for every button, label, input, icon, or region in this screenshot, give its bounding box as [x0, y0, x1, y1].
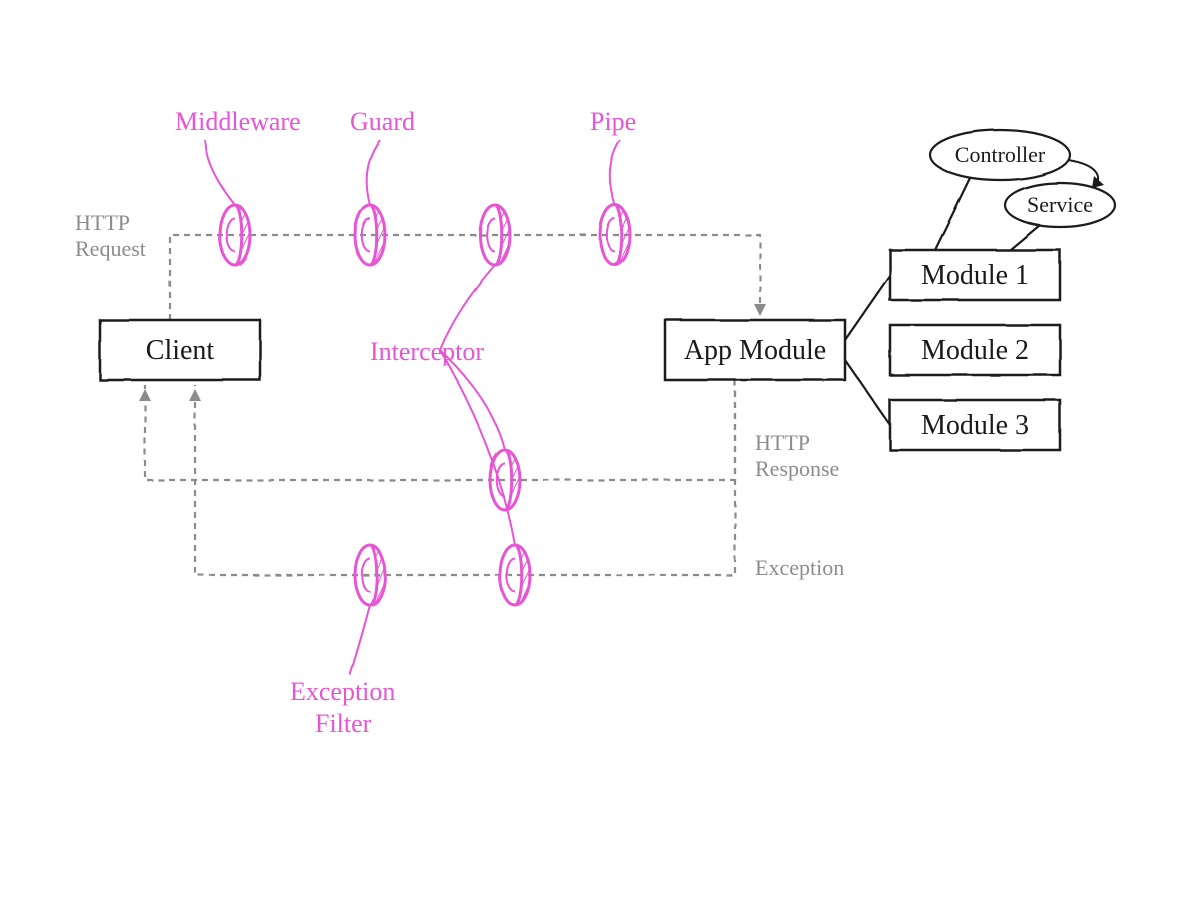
response-path: [145, 380, 735, 480]
appModule-label: App Module: [684, 335, 826, 366]
guard-caption: Guard: [350, 107, 415, 205]
interceptor-ring-3: [500, 545, 530, 605]
interceptor-caption: Interceptor: [370, 265, 515, 545]
middleware-caption-text: Middleware: [175, 107, 301, 136]
client-label: Client: [146, 335, 215, 366]
exception_filter-caption: Exception Filter: [290, 605, 395, 738]
exception_filter-leader: [350, 605, 370, 675]
pipe-leader: [610, 140, 620, 205]
middleware-caption: Middleware: [175, 107, 301, 205]
module3-label: Module 3: [921, 410, 1029, 441]
module3-box: Module 3: [890, 400, 1060, 450]
http_response-caption-text2: Response: [755, 456, 839, 481]
nestjs-request-lifecycle-diagram: Client App Module Module 1 Module 2 Module 3…: [0, 0, 1200, 899]
module1-box: Module 1: [890, 250, 1060, 300]
appToM1: [845, 275, 890, 340]
guard-ring: [355, 205, 385, 265]
exception-caption: Exception: [755, 555, 844, 580]
controller-ellipse: Controller: [930, 130, 1070, 180]
svcToM1: [1010, 225, 1040, 250]
http_request-caption-text: HTTP: [75, 210, 130, 235]
exception_filter-caption-text2: Filter: [315, 709, 372, 738]
http_request-caption-text2: Request: [75, 236, 146, 261]
client-box: Client: [100, 320, 260, 380]
http_response-caption-text: HTTP: [755, 430, 810, 455]
controller-label: Controller: [955, 142, 1046, 167]
module2-label: Module 2: [921, 335, 1029, 366]
pipe-caption: Pipe: [590, 107, 636, 205]
ctrlToM1: [935, 178, 970, 250]
interceptor-caption-text: Interceptor: [370, 337, 484, 366]
exception-filter-ring: [355, 545, 385, 605]
exception_filter-caption-text: Exception: [290, 677, 395, 706]
guard-caption-text: Guard: [350, 107, 415, 136]
exception-path: [195, 380, 735, 575]
pipe-caption-text: Pipe: [590, 107, 636, 136]
guard-leader: [367, 140, 380, 205]
module1-label: Module 1: [921, 260, 1029, 291]
module2-box: Module 2: [890, 325, 1060, 375]
exception-caption-text: Exception: [755, 555, 844, 580]
middleware-leader: [205, 140, 235, 205]
appModule-box: App Module: [665, 320, 845, 380]
middleware-ring: [220, 205, 250, 265]
appToM3: [845, 360, 890, 425]
service-label: Service: [1027, 192, 1093, 217]
http_response-caption: HTTPResponse: [755, 430, 839, 481]
service-ellipse: Service: [1005, 183, 1115, 227]
request-path: [170, 235, 760, 320]
http_request-caption: HTTPRequest: [75, 210, 146, 261]
